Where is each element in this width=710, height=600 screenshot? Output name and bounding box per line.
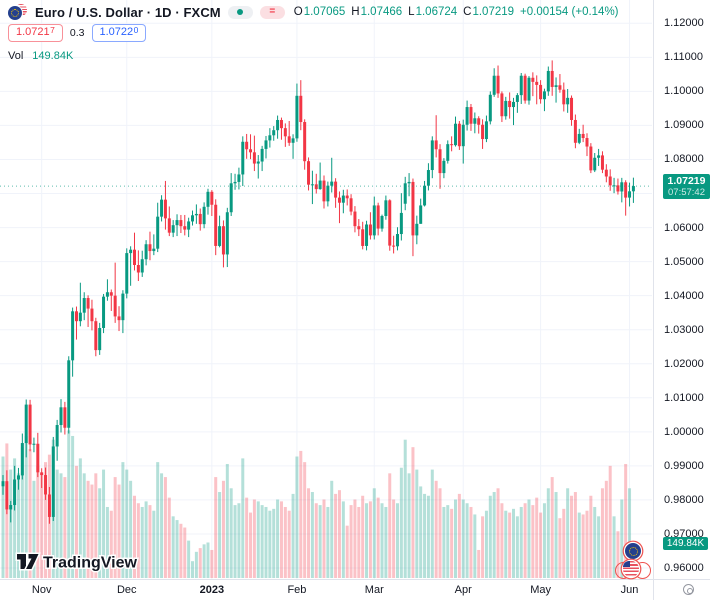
usd-event-flag-icon[interactable] [623,561,639,577]
tradingview-logo[interactable]: TradingView [14,548,174,574]
price-tick-label: 0.99000 [664,459,704,472]
last-price-label: 1.07219 07:57:42 [663,173,710,199]
price-tick-label: 0.98000 [664,493,704,506]
change-value: +0.00154 (+0.14%) [520,6,619,18]
time-tick-label: Dec [116,584,137,596]
price-tick-label: 1.04000 [664,289,704,302]
price-tick-label: 1.11000 [664,51,703,64]
price-tick-label: 1.01000 [664,391,704,404]
price-tick-label: 1.05000 [664,255,704,268]
open-value: 1.07065 [303,6,346,18]
time-axis[interactable]: Nov Dec 2023 Feb Mar Apr May Jun [0,580,710,600]
time-tick-label: Nov [31,584,52,596]
symbol-title[interactable]: Euro / U.S. Dollar · 1D · FXCM [35,4,221,20]
low-label: L [408,6,415,18]
close-value: 1.07219 [472,6,515,18]
close-label: C [463,6,472,18]
price-tick-label: 1.09000 [664,119,704,132]
grid-lines [0,0,652,579]
price-tick-label: 1.03000 [664,323,704,336]
bid-price-fraction: 7 [50,25,55,35]
event-markers [615,541,653,581]
eur-event-flag-icon[interactable] [625,543,641,559]
bid-price: 1.0721 [16,26,50,38]
time-tick-label: Jun [620,584,639,596]
price-tick-label: 1.00000 [664,425,704,438]
price-tick-label: 1.02000 [664,357,704,370]
price-tick-label: 1.12000 [664,17,704,30]
low-value: 1.06724 [415,6,458,18]
tradingview-logo-mark [15,552,41,571]
time-tick-label: Feb [287,584,307,596]
delayed-data-badge[interactable]: = [259,5,285,19]
price-tick-label: 1.10000 [664,85,704,98]
time-tick-label: May [530,584,551,596]
price-axis[interactable]: 1.120001.110001.100001.090001.080001.070… [654,0,710,579]
eu-flag-icon [8,6,22,20]
last-price-value: 1.07219 [667,174,706,187]
price-tick-label: 0.96000 [664,562,704,574]
volume-label: Vol [8,50,24,62]
time-tick-label: 2023 [199,584,225,596]
delayed-data-icon: = [269,5,276,17]
high-value: 1.07466 [360,6,403,18]
price-tick-label: 0.97000 [664,527,704,540]
market-status-badge[interactable] [227,5,253,19]
high-label: H [351,6,360,18]
price-tick-label: 1.06000 [664,221,704,234]
axis-corner-button[interactable] [683,584,694,595]
open-label: O [293,6,303,18]
volume-bars [1,430,635,578]
volume-readout: Vol 149.84K [8,50,73,62]
bid-ask-row: 1.0721 7 0.3 1.0722 0 [8,24,147,42]
eurusd-pair-icon [8,4,28,20]
price-tick-label: 1.08000 [664,153,704,166]
last-volume-label: 149.84K [663,536,708,550]
spread-value: 0.3 [69,27,85,39]
ask-price: 1.0722 [99,26,134,38]
candles [1,60,635,524]
time-tick-label: Apr [454,584,472,596]
tradingview-logo-text: TradingView [43,555,138,572]
volume-value: 149.84K [32,50,74,62]
ohlc-readout: O 1.07065 H 1.07466 L 1.06724 C 1.07219 +0.0… [294,6,619,18]
market-open-dot-icon [237,9,244,15]
symbol-legend: Euro / U.S. Dollar · 1D · FXCM = O 1.0706… [8,3,619,21]
time-tick-label: Mar [364,584,384,596]
buy-button[interactable]: 1.0722 0 [91,24,147,42]
bar-countdown: 07:57:42 [668,186,705,198]
sell-button[interactable]: 1.0721 7 [8,24,63,42]
ask-price-fraction: 0 [133,25,139,35]
